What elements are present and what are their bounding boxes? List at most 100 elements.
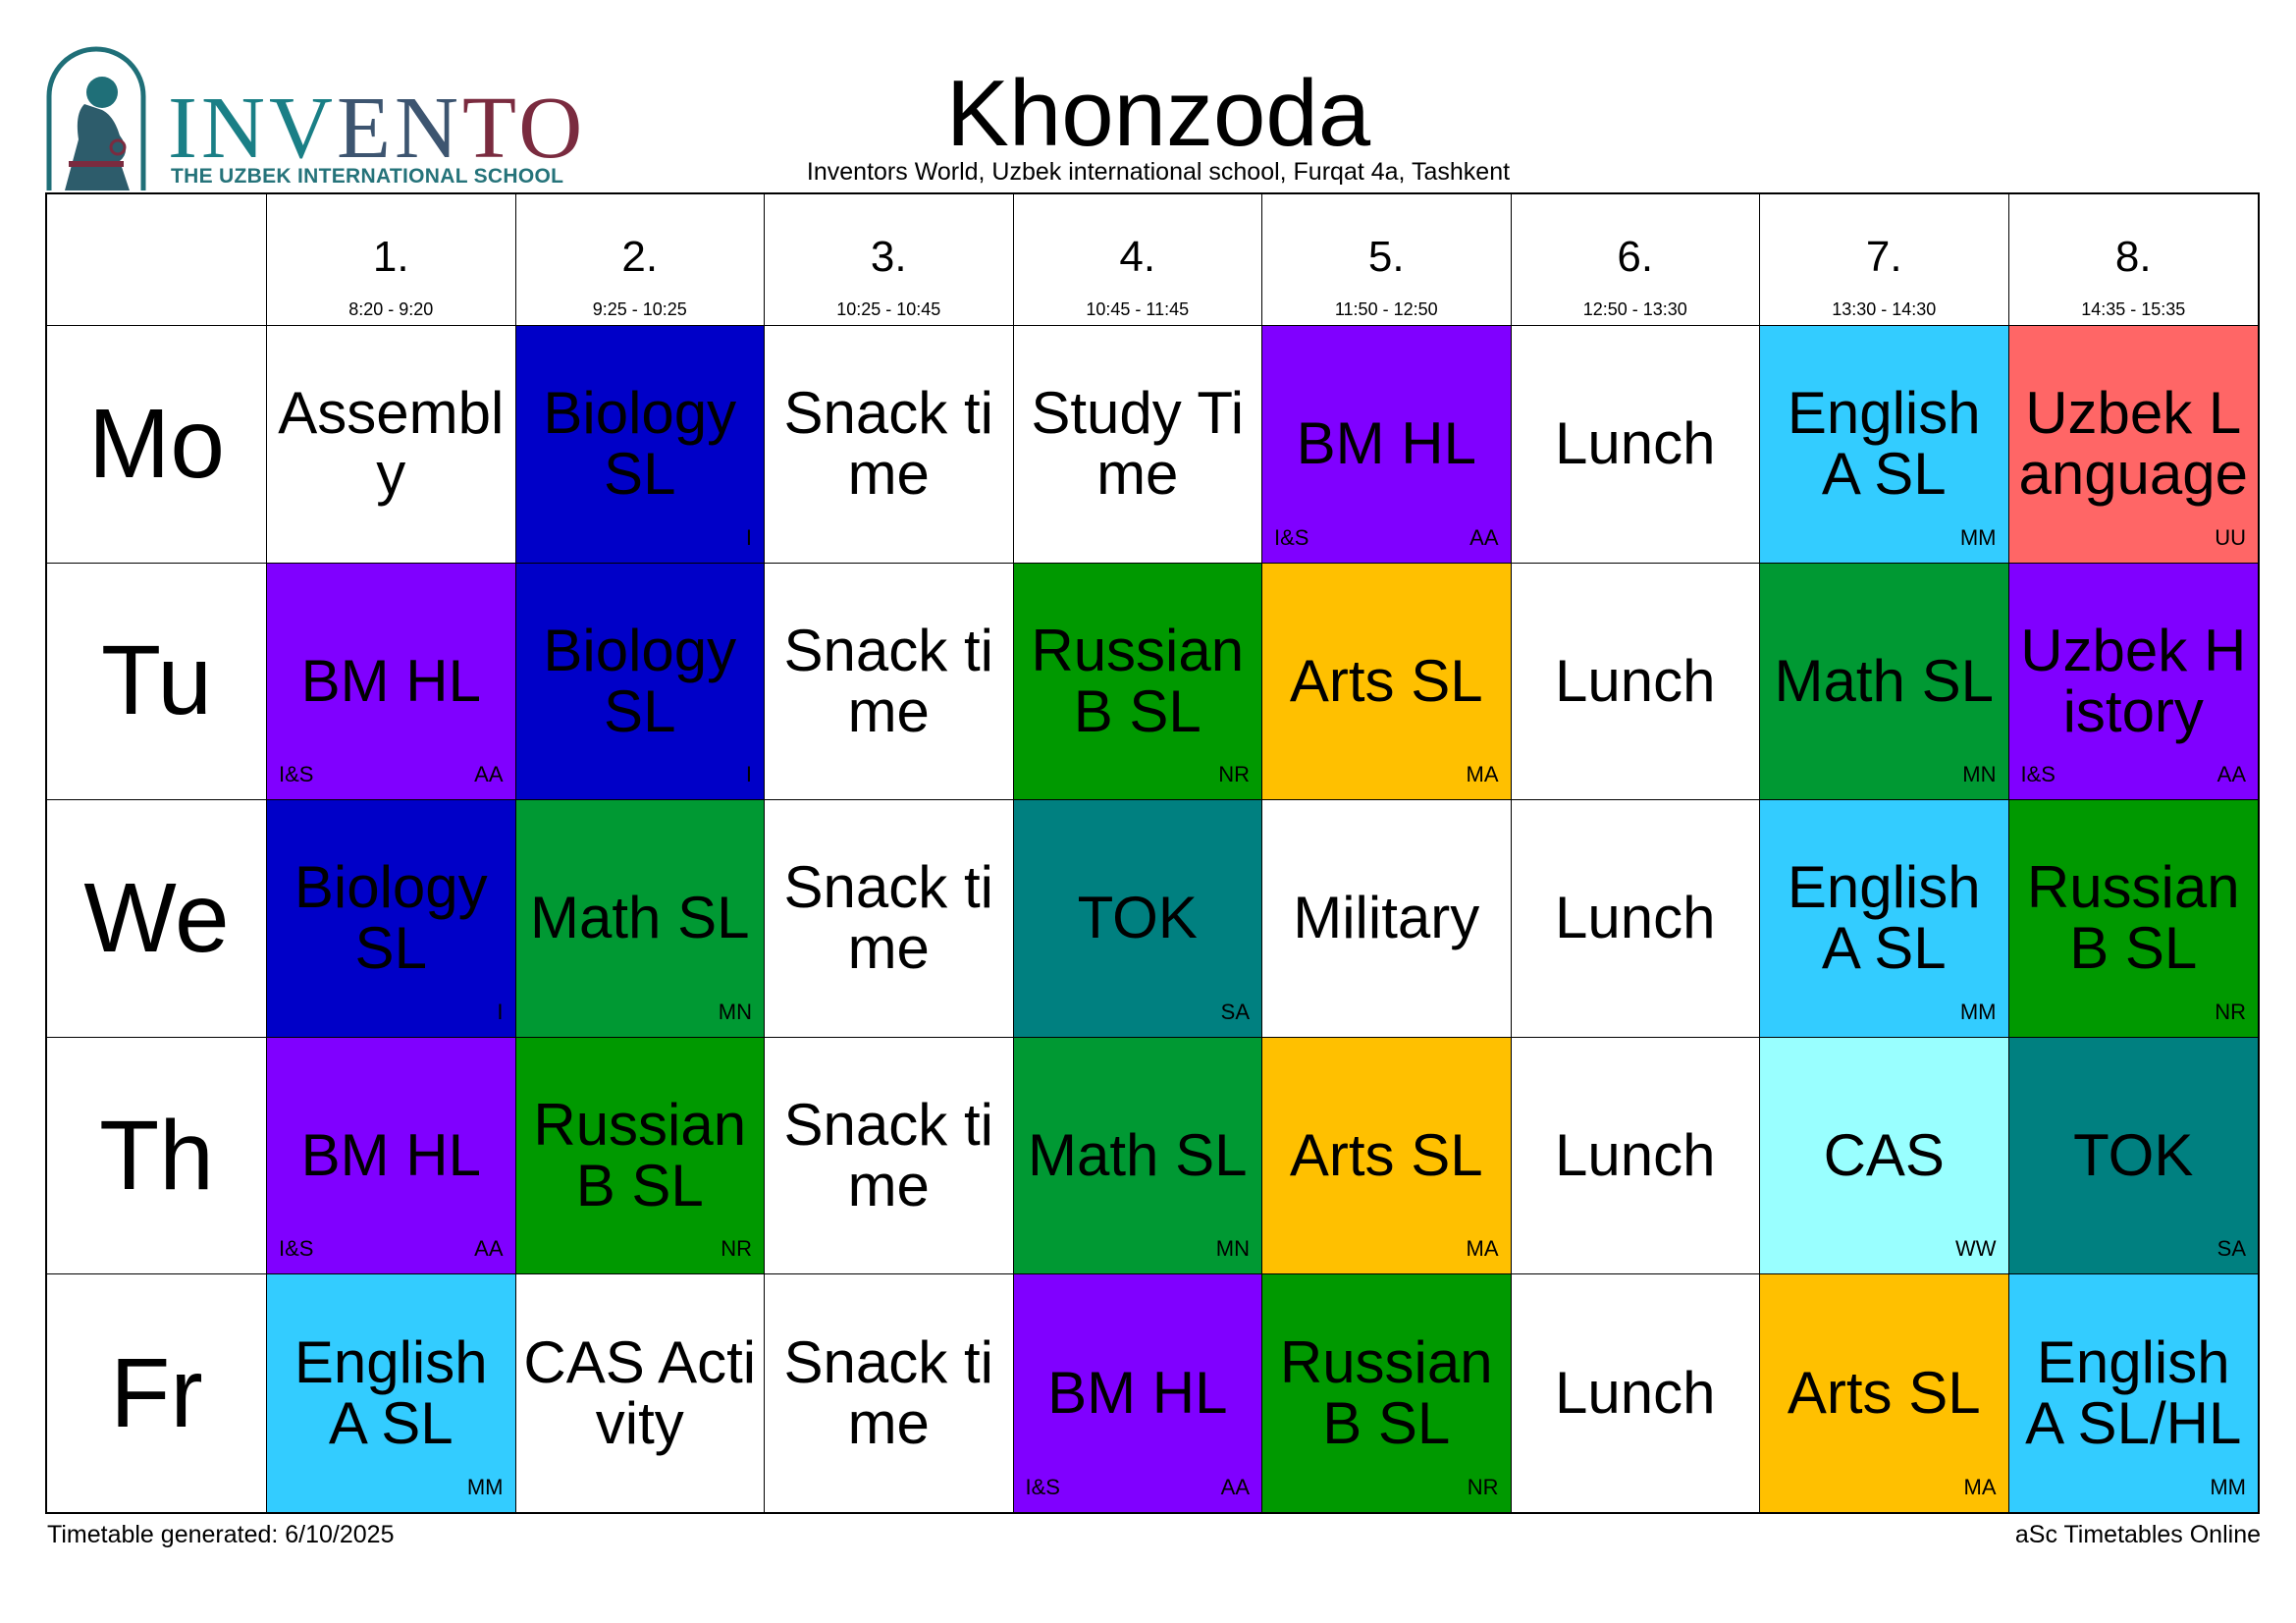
lesson-subject: Snack time xyxy=(783,1329,993,1457)
lesson-teacher: MN xyxy=(718,999,752,1024)
lesson-cell[interactable]: BM HL I&S AA xyxy=(267,1037,516,1275)
lesson-subject: BM HL xyxy=(300,647,481,714)
lesson-subject: TOK xyxy=(1077,885,1198,951)
lesson-cell[interactable]: Snack time xyxy=(765,1274,1014,1512)
day-label: Mo xyxy=(47,326,267,564)
logo-emblem-icon xyxy=(46,46,146,190)
lesson-cell[interactable]: English A SL MM xyxy=(267,1274,516,1512)
lesson-subject: Biology SL xyxy=(543,380,737,508)
lesson-subject: Russian B SL xyxy=(2026,854,2240,982)
period-time: 13:30 - 14:30 xyxy=(1832,299,1937,319)
lesson-cell[interactable]: Uzbek History I&S AA xyxy=(2008,563,2258,801)
lesson-cell[interactable]: Russian B SL NR xyxy=(1262,1274,1512,1512)
lesson-teacher: MM xyxy=(1959,999,1997,1024)
lesson-subject: Biology SL xyxy=(294,854,488,982)
lesson-subject: BM HL xyxy=(1296,410,1476,477)
lesson-subject: Russian B SL xyxy=(1031,617,1245,744)
period-header: 6. 12:50 - 13:30 xyxy=(1511,194,1760,326)
lesson-cell[interactable]: Snack time xyxy=(765,563,1014,801)
lesson-cell[interactable]: Arts SL MA xyxy=(1262,1037,1512,1275)
lesson-cell[interactable]: Biology SL I xyxy=(515,326,765,564)
lesson-subject: Military xyxy=(1293,885,1480,951)
lesson-teacher: I xyxy=(745,762,752,787)
lesson-subject: Study Time xyxy=(1031,380,1245,508)
lesson-cell[interactable]: Lunch xyxy=(1511,1274,1760,1512)
lesson-cell[interactable]: Uzbek Language UU xyxy=(2008,326,2258,564)
lesson-teacher: SA xyxy=(1220,999,1250,1024)
corner-cell xyxy=(47,194,267,326)
lesson-teacher: UU xyxy=(2215,524,2246,550)
lesson-cell[interactable]: Russian B SL NR xyxy=(515,1037,765,1275)
lesson-cell[interactable]: Arts SL MA xyxy=(1262,563,1512,801)
lesson-cell[interactable]: Snack time xyxy=(765,326,1014,564)
lesson-cell[interactable]: Snack time xyxy=(765,1037,1014,1275)
lesson-cell[interactable]: Biology SL I xyxy=(515,563,765,801)
period-number: 5. xyxy=(1367,233,1405,281)
lesson-cell[interactable]: Lunch xyxy=(1511,563,1760,801)
lesson-subject: Uzbek History xyxy=(2020,617,2247,744)
software-credit: aSc Timetables Online xyxy=(2014,1521,2261,1548)
lesson-cell[interactable]: Military xyxy=(1262,800,1512,1038)
lesson-subject: Arts SL xyxy=(1787,1360,1981,1427)
lesson-teacher: AA xyxy=(474,1236,504,1262)
lesson-cell[interactable]: CAS WW xyxy=(1760,1037,2009,1275)
lesson-cell[interactable]: BM HL I&S AA xyxy=(267,563,516,801)
lesson-subject: Assembly xyxy=(278,380,505,508)
period-time: 8:20 - 9:20 xyxy=(348,299,434,319)
lesson-teacher: MM xyxy=(1959,524,1997,550)
lesson-teacher: AA xyxy=(474,762,504,787)
lesson-cell[interactable]: English A SL MM xyxy=(1760,800,2009,1038)
period-header: 4. 10:45 - 11:45 xyxy=(1013,194,1262,326)
lesson-subject: Math SL xyxy=(530,885,750,951)
lesson-cell[interactable]: English A SL/HL MM xyxy=(2008,1274,2258,1512)
lesson-cell[interactable]: Lunch xyxy=(1511,326,1760,564)
day-label: Tu xyxy=(47,563,267,801)
period-header: 2. 9:25 - 10:25 xyxy=(515,194,765,326)
period-time: 9:25 - 10:25 xyxy=(592,299,687,319)
lesson-cell[interactable]: Biology SL I xyxy=(267,800,516,1038)
lesson-subject: BM HL xyxy=(300,1122,481,1189)
lesson-teacher: MA xyxy=(1466,762,1499,787)
lesson-group: I&S xyxy=(1274,524,1309,550)
lesson-teacher: WW xyxy=(1954,1236,1997,1262)
lesson-cell[interactable]: TOK SA xyxy=(1013,800,1262,1038)
lesson-cell[interactable]: Lunch xyxy=(1511,1037,1760,1275)
lesson-cell[interactable]: CAS Activity xyxy=(515,1274,765,1512)
generated-date: Timetable generated: 6/10/2025 xyxy=(47,1521,395,1548)
lesson-group: I&S xyxy=(2020,762,2056,787)
lesson-subject: Math SL xyxy=(1028,1122,1248,1189)
lesson-cell[interactable]: Math SL MN xyxy=(1013,1037,1262,1275)
lesson-subject: Biology SL xyxy=(543,617,737,744)
lesson-teacher: MM xyxy=(2210,1474,2246,1499)
lesson-teacher: MN xyxy=(1215,1236,1250,1262)
logo-tagline: THE UZBEK INTERNATIONAL SCHOOL xyxy=(171,165,564,188)
lesson-cell[interactable]: Assembly xyxy=(267,326,516,564)
lesson-teacher: AA xyxy=(2216,762,2246,787)
lesson-teacher: MA xyxy=(1466,1236,1499,1262)
period-time: 10:25 - 10:45 xyxy=(836,299,941,319)
school-address: Inventors World, Uzbek international sch… xyxy=(806,158,1511,186)
period-number: 6. xyxy=(1617,233,1654,281)
lesson-subject: Arts SL xyxy=(1289,647,1483,714)
lesson-cell[interactable]: Math SL MN xyxy=(1760,563,2009,801)
lesson-cell[interactable]: English A SL MM xyxy=(1760,326,2009,564)
lesson-cell[interactable]: BM HL I&S AA xyxy=(1013,1274,1262,1512)
lesson-cell[interactable]: Russian B SL NR xyxy=(1013,563,1262,801)
lesson-group: I&S xyxy=(1025,1474,1060,1499)
lesson-cell[interactable]: Arts SL MA xyxy=(1760,1274,2009,1512)
lesson-cell[interactable]: TOK SA xyxy=(2008,1037,2258,1275)
lesson-cell[interactable]: Snack time xyxy=(765,800,1014,1038)
lesson-subject: Uzbek Language xyxy=(2018,380,2249,508)
lesson-cell[interactable]: Math SL MN xyxy=(515,800,765,1038)
lesson-teacher: I xyxy=(497,999,504,1024)
period-header: 8. 14:35 - 15:35 xyxy=(2008,194,2258,326)
lesson-cell[interactable]: Lunch xyxy=(1511,800,1760,1038)
lesson-cell[interactable]: Study Time xyxy=(1013,326,1262,564)
day-label: We xyxy=(47,800,267,1038)
period-time: 11:50 - 12:50 xyxy=(1334,299,1438,319)
lesson-cell[interactable]: BM HL I&S AA xyxy=(1262,326,1512,564)
lesson-teacher: AA xyxy=(1469,524,1499,550)
lesson-cell[interactable]: Russian B SL NR xyxy=(2008,800,2258,1038)
lesson-teacher: MN xyxy=(1962,762,1997,787)
period-header: 7. 13:30 - 14:30 xyxy=(1760,194,2009,326)
